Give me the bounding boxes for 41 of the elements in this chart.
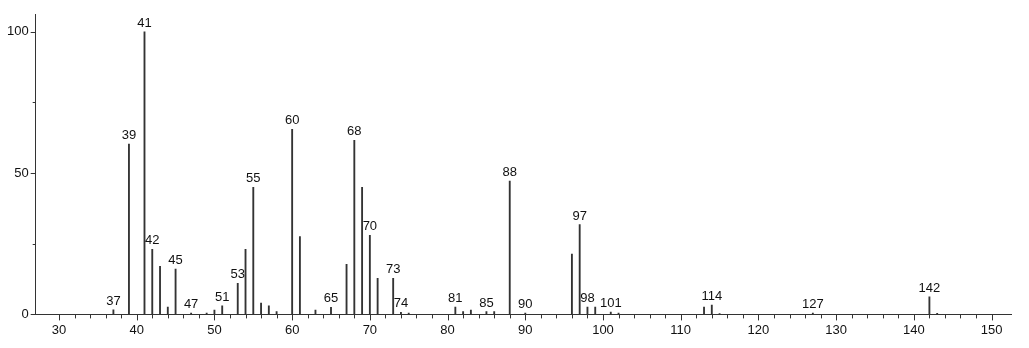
annotation: 68 — [347, 123, 362, 139]
annotation: 98 — [580, 290, 595, 306]
x-tick-label: 90 — [518, 321, 533, 337]
annotation: 37 — [106, 292, 121, 308]
annotation: 47 — [183, 296, 199, 312]
annotation: 81 — [448, 290, 463, 306]
annotation: 97 — [572, 207, 587, 223]
annotation: 127 — [801, 296, 824, 312]
annotation: 39 — [121, 127, 137, 143]
annotation: 90 — [518, 296, 533, 312]
y-tick-label: 100 — [6, 23, 29, 39]
y-tick-label: 50 — [14, 164, 29, 180]
annotation: 88 — [502, 164, 517, 180]
annotation: 85 — [479, 294, 494, 310]
x-tick-label: 120 — [747, 321, 770, 337]
x-tick-label: 60 — [284, 321, 300, 337]
annotation: 74 — [393, 295, 409, 311]
x-tick-label: 110 — [670, 321, 692, 337]
x-tick-label: 100 — [592, 321, 614, 337]
x-tick-label: 30 — [51, 321, 67, 337]
annotation: 73 — [385, 261, 401, 277]
annotation: 51 — [214, 289, 230, 304]
annotation: 41 — [137, 14, 152, 30]
annotation: 60 — [284, 112, 300, 128]
annotation: 142 — [918, 279, 941, 295]
x-tick-label: 70 — [362, 321, 378, 337]
annotation: 65 — [323, 290, 339, 306]
y-tick-label: 0 — [21, 305, 29, 321]
x-tick-label: 140 — [903, 321, 925, 337]
x-tick-label: 50 — [207, 321, 222, 337]
x-tick-label: 40 — [129, 321, 144, 337]
annotation: 45 — [168, 252, 183, 268]
annotation: 42 — [145, 232, 160, 248]
annotation: 53 — [230, 266, 245, 282]
x-tick-label: 150 — [980, 321, 1003, 337]
annotation: 55 — [246, 170, 261, 186]
annotation: 101 — [599, 295, 622, 311]
x-tick-label: 130 — [825, 321, 847, 337]
x-tick-label: 80 — [440, 321, 455, 337]
annotation: 114 — [701, 288, 723, 304]
annotation: 70 — [362, 218, 378, 234]
